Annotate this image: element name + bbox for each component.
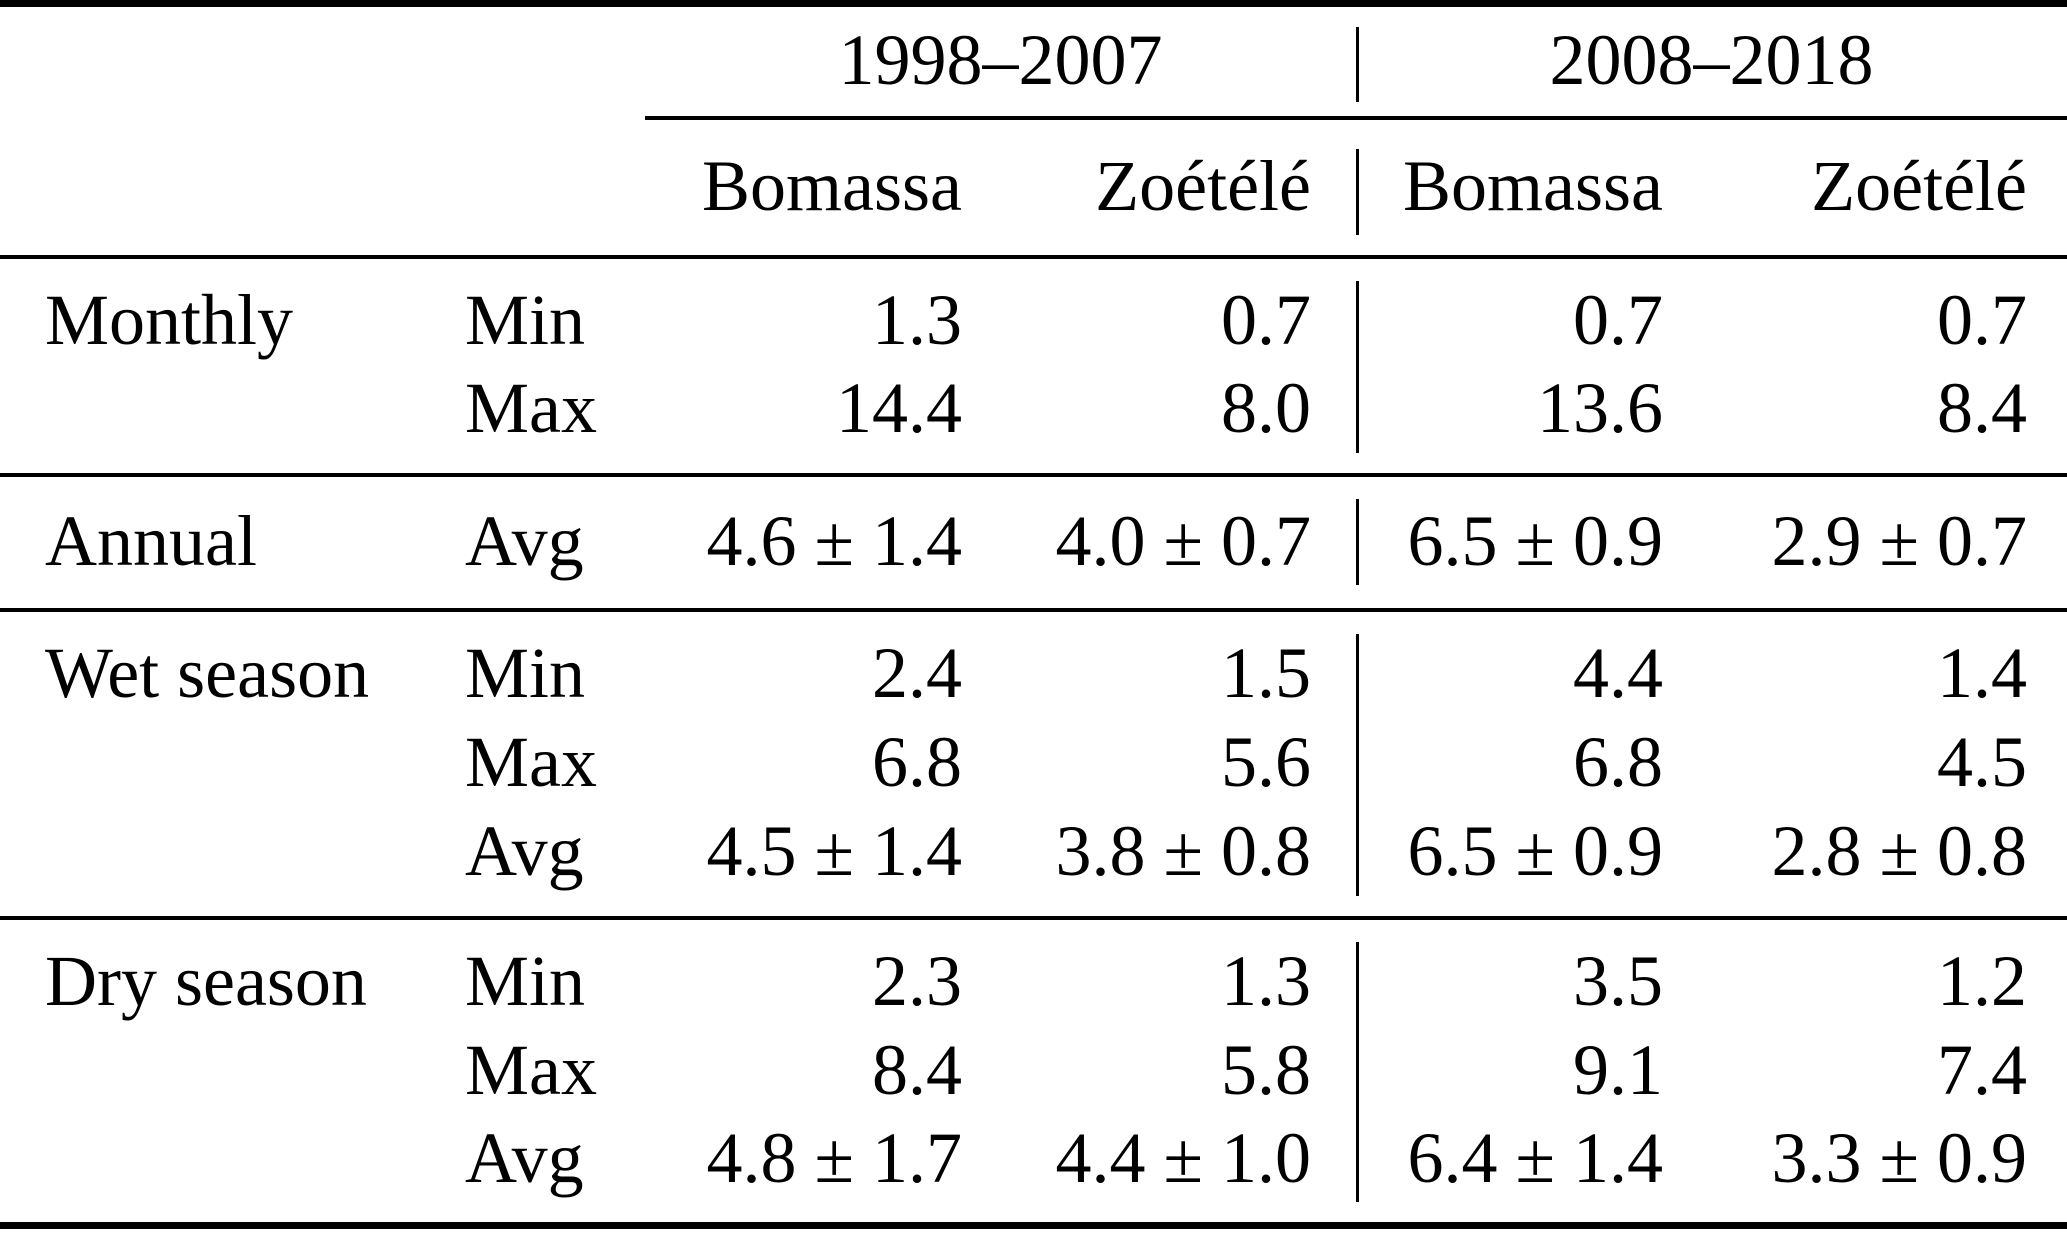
- value-cell: 4.8 ± 1.7: [706, 1117, 962, 1198]
- value-cell: 8.0: [1007, 364, 1356, 477]
- stat-label: Min: [465, 279, 586, 360]
- table-row: Annual Avg 4.6 ± 1.4 4.0 ± 0.7 6.5 ± 0.9 2.9 …: [0, 474, 2067, 612]
- table-row: Max 14.4 8.0 13.6 8.4: [0, 364, 2067, 477]
- value-cell: 5.8: [1221, 1029, 1311, 1110]
- header-corner-cell: [0, 4, 645, 118]
- column-header-bomassa-2: Bomassa: [1356, 117, 1708, 259]
- statistics-table: 1998–2007 2008–2018 Bomassa Zoétélé Boma…: [0, 0, 2067, 1229]
- value-cell: 2.3: [872, 940, 962, 1021]
- value-cell: 4.4: [1356, 609, 1708, 718]
- row-group-label-spacer: [0, 1026, 420, 1116]
- column-header-zoetele-1: Zoétélé: [1007, 117, 1356, 259]
- table-row: Wet season Min 2.4 1.5 4.4 1.4: [0, 609, 2067, 718]
- row-group-label: Annual: [0, 474, 420, 612]
- value-cell: 6.5 ± 0.9: [1356, 807, 1708, 920]
- table-body: Monthly Min 1.3 0.7 0.7 0.7 Max 14.4 8.0 13.6 8.4 A…: [0, 256, 2067, 1226]
- value-cell: 6.4 ± 1.4: [1356, 1115, 1708, 1226]
- value-cell: 14.4: [645, 364, 1007, 477]
- table-row: Avg 4.8 ± 1.7 4.4 ± 1.0 6.4 ± 1.4 3.3 ± 0.9: [0, 1115, 2067, 1226]
- value-cell: 4.0 ± 0.7: [1007, 474, 1356, 612]
- row-group-label-spacer: [0, 807, 420, 920]
- table-row: Dry season Min 2.3 1.3 3.5 1.2: [0, 917, 2067, 1026]
- value-cell: 1.5: [1221, 632, 1311, 713]
- value-cell: 5.6: [1221, 721, 1311, 802]
- table-row: Max 6.8 5.6 6.8 4.5: [0, 717, 2067, 808]
- value-cell: 0.7: [1937, 279, 2027, 360]
- column-header-zoetele-2: Zoétélé: [1708, 117, 2067, 259]
- table-row: Monthly Min 1.3 0.7 0.7 0.7: [0, 256, 2067, 365]
- value-cell: 2.8 ± 0.8: [1708, 807, 2067, 920]
- station-header-row: Bomassa Zoétélé Bomassa Zoétélé: [0, 117, 2067, 259]
- table-row: Avg 4.5 ± 1.4 3.8 ± 0.8 6.5 ± 0.9 2.8 ± 0.8: [0, 807, 2067, 920]
- value-cell: 3.3 ± 0.9: [1771, 1117, 2027, 1198]
- value-cell: 1.2: [1937, 940, 2027, 1021]
- period-header-1998-2007: 1998–2007: [645, 3, 1356, 120]
- row-group-label-spacer: [0, 718, 420, 808]
- value-cell: 7.4: [1937, 1029, 2027, 1110]
- row-group-label: Dry season: [45, 940, 367, 1021]
- stat-label: Avg: [420, 474, 645, 612]
- value-cell: 3.8 ± 0.8: [1007, 807, 1356, 920]
- row-group-label: Wet season: [45, 632, 370, 713]
- value-cell: 9.1: [1356, 1025, 1708, 1116]
- value-cell: 4.5 ± 1.4: [645, 807, 1007, 920]
- value-cell: 4.5: [1937, 721, 2027, 802]
- value-cell: 8.4: [1708, 364, 2067, 477]
- stat-label: Max: [420, 364, 645, 477]
- value-cell: 4.4 ± 1.0: [1055, 1117, 1311, 1198]
- value-cell: 3.5: [1356, 917, 1708, 1026]
- stat-label: Max: [465, 721, 597, 802]
- value-cell: 6.8: [872, 721, 962, 802]
- stat-label: Min: [465, 940, 586, 1021]
- value-cell: 8.4: [872, 1029, 962, 1110]
- row-group-label-spacer: [0, 364, 420, 477]
- value-cell: 13.6: [1356, 364, 1708, 477]
- row-group-label-spacer: [0, 1116, 420, 1226]
- value-cell: 4.6 ± 1.4: [645, 474, 1007, 612]
- row-group-label: Monthly: [45, 279, 294, 360]
- value-cell: 1.3: [872, 279, 962, 360]
- value-cell: 2.9 ± 0.7: [1708, 474, 2067, 612]
- column-header-bomassa-1: Bomassa: [645, 117, 1007, 259]
- stat-label: Max: [465, 1029, 597, 1110]
- value-cell: 6.8: [1356, 717, 1708, 808]
- stat-label: Avg: [420, 807, 645, 920]
- header-corner-cell: [0, 117, 645, 259]
- period-header-2008-2018: 2008–2018: [1356, 3, 2067, 120]
- value-cell: 0.7: [1221, 279, 1311, 360]
- value-cell: 1.4: [1937, 632, 2027, 713]
- table-row: Max 8.4 5.8 9.1 7.4: [0, 1025, 2067, 1116]
- value-cell: 1.3: [1221, 940, 1311, 1021]
- stat-label: Avg: [465, 1117, 584, 1198]
- value-cell: 2.4: [872, 632, 962, 713]
- stat-label: Min: [465, 632, 586, 713]
- period-header-row: 1998–2007 2008–2018: [0, 3, 2067, 120]
- value-cell: 6.5 ± 0.9: [1356, 474, 1708, 612]
- value-cell: 0.7: [1356, 256, 1708, 365]
